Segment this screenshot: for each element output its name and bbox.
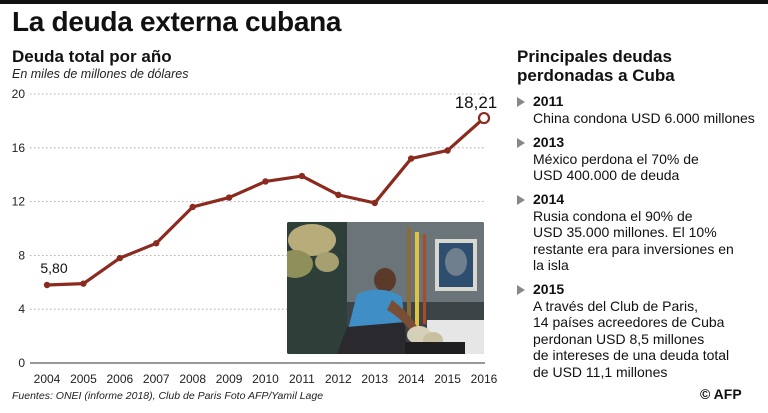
y-tick-label: 4 — [18, 302, 25, 316]
chart-subtitle: En miles de millones de dólares — [12, 67, 189, 81]
x-tick-label: 2015 — [434, 372, 461, 386]
debt-year: 2013 — [533, 133, 565, 150]
triangle-bullet-icon — [517, 137, 525, 148]
chart-title: Deuda total por año — [12, 47, 172, 66]
x-tick-label: 2004 — [34, 372, 61, 386]
x-tick-label: 2009 — [216, 372, 243, 386]
top-rule — [0, 0, 768, 4]
x-tick-labels: 2004 2005 2006 2007 2008 2009 2010 2011 2012 2013… — [34, 372, 498, 386]
y-tick-labels: 0 4 8 12 16 20 — [12, 87, 26, 370]
x-tick-label: 2012 — [325, 372, 352, 386]
data-point — [80, 280, 87, 287]
data-point — [153, 240, 160, 247]
y-tick-label: 12 — [12, 195, 26, 209]
grid-lines — [30, 93, 485, 364]
source-credits: Fuentes: ONEI (informe 2018), Club de Pa… — [12, 390, 324, 402]
page-title: La deuda externa cubana — [12, 6, 342, 37]
data-point — [407, 155, 415, 162]
data-point — [371, 199, 378, 207]
data-point — [335, 191, 342, 199]
data-point — [116, 254, 124, 262]
debt-description: México perdona el 70% de USD 400.000 de … — [533, 150, 699, 184]
x-tick-label: 2007 — [143, 372, 170, 386]
triangle-bullet-icon — [517, 194, 525, 205]
triangle-bullet-icon — [517, 97, 525, 107]
debt-year: 2015 — [533, 280, 565, 297]
debt-description: A través del Club de Paris, 14 países ac… — [533, 297, 730, 380]
x-tick-label: 2016 — [471, 372, 498, 386]
data-label: 18,21 — [455, 93, 498, 112]
debts-title: Principales deudas perdonadas a Cuba — [517, 47, 675, 85]
list-item-2015: 2015 A través del Club de Paris, 14 país… — [517, 281, 767, 381]
list-item-2013: 2013 México perdona el 70% de USD 400.00… — [517, 134, 767, 184]
x-tick-label: 2006 — [106, 372, 133, 386]
data-point — [298, 172, 306, 180]
data-points — [43, 111, 491, 289]
x-tick-label: 2005 — [70, 372, 97, 386]
list-item-2011: 2011 China condona USD 6.000 millones — [517, 93, 767, 127]
x-tick-label: 2011 — [289, 372, 315, 386]
data-point — [262, 178, 269, 185]
debt-year: 2014 — [533, 190, 565, 207]
photo-cuban-man-with-coconuts — [287, 222, 484, 354]
x-tick-label: 2008 — [179, 372, 206, 386]
afp-logo: © AFP — [700, 386, 742, 402]
data-labels: 5,80 18,21 — [40, 93, 497, 276]
triangle-bullet-icon — [517, 284, 525, 295]
data-point — [444, 147, 451, 154]
debt-description: Rusia condona el 90% de USD 35.000 millo… — [533, 207, 734, 274]
x-tick-label: 2013 — [361, 372, 388, 386]
y-tick-label: 0 — [18, 356, 25, 370]
x-tick-label: 2010 — [252, 372, 279, 386]
y-tick-label: 16 — [12, 141, 26, 155]
data-point — [225, 194, 233, 201]
debt-description: China condona USD 6.000 millones — [533, 110, 755, 126]
data-point — [477, 111, 491, 125]
y-tick-label: 8 — [18, 248, 25, 262]
data-label: 5,80 — [40, 260, 67, 276]
x-tick-label: 2014 — [398, 372, 425, 386]
list-item-2014: 2014 Rusia condona el 90% de USD 35.000 … — [517, 191, 767, 274]
data-point — [43, 281, 51, 289]
data-point — [189, 203, 196, 211]
debt-year: 2011 — [533, 93, 564, 109]
y-tick-label: 20 — [12, 87, 26, 101]
debt-forgiveness-list: 2011 China condona USD 6.000 millones 20… — [517, 93, 767, 387]
